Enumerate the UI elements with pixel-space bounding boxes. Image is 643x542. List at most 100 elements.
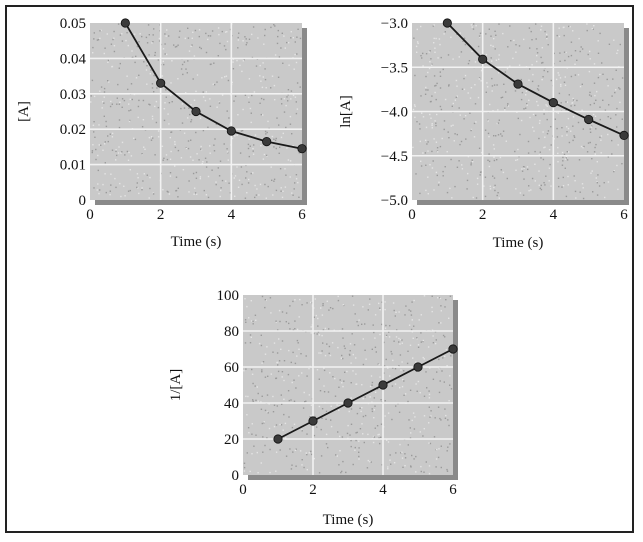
texture-dot	[287, 373, 290, 376]
x-tick-label: 4	[228, 207, 236, 223]
texture-dot	[602, 99, 604, 101]
texture-dot	[541, 62, 543, 64]
texture-dot	[127, 190, 130, 192]
texture-dot	[446, 365, 448, 367]
texture-dot	[417, 380, 420, 383]
texture-dot	[379, 333, 381, 336]
texture-dot	[490, 35, 492, 37]
texture-dot	[563, 34, 565, 37]
texture-dot	[262, 158, 265, 160]
texture-dot	[444, 98, 447, 101]
texture-dot	[560, 102, 562, 104]
texture-dot	[105, 125, 108, 128]
texture-dot	[395, 405, 397, 407]
texture-dot	[199, 177, 201, 180]
texture-dot	[121, 106, 123, 108]
texture-dot	[449, 295, 452, 297]
texture-dot	[301, 429, 303, 431]
texture-dot	[444, 306, 446, 308]
texture-dot	[251, 94, 253, 97]
texture-dot	[292, 329, 295, 331]
texture-dot	[229, 124, 231, 126]
texture-dot	[264, 353, 267, 355]
texture-dot	[340, 471, 342, 474]
texture-dot	[612, 78, 614, 80]
texture-dot	[144, 148, 146, 150]
texture-dot	[425, 126, 428, 129]
texture-dot	[286, 41, 288, 44]
x-tick-label: 2	[157, 207, 165, 223]
texture-dot	[268, 403, 270, 405]
texture-dot	[558, 185, 560, 188]
texture-dot	[148, 103, 150, 105]
texture-dot	[205, 91, 207, 93]
texture-dot	[124, 154, 126, 156]
texture-dot	[192, 172, 195, 175]
texture-dot	[399, 354, 402, 356]
texture-dot	[150, 69, 152, 71]
texture-dot	[527, 168, 529, 171]
texture-dot	[316, 369, 319, 371]
texture-dot	[383, 341, 385, 344]
texture-dot	[165, 35, 167, 37]
texture-dot	[429, 442, 432, 445]
texture-dot	[264, 409, 267, 412]
texture-dot	[600, 152, 602, 154]
texture-dot	[182, 73, 184, 76]
texture-dot	[228, 117, 230, 119]
texture-dot	[540, 157, 542, 159]
texture-dot	[371, 348, 373, 350]
texture-dot	[306, 453, 308, 456]
texture-dot	[350, 408, 353, 410]
texture-dot	[434, 417, 436, 419]
texture-dot	[287, 42, 290, 44]
texture-dot	[392, 359, 394, 362]
texture-dot	[542, 61, 544, 64]
texture-dot	[543, 182, 545, 184]
texture-dot	[367, 433, 369, 436]
texture-dot	[232, 61, 234, 63]
texture-dot	[266, 346, 268, 348]
texture-dot	[437, 184, 440, 186]
texture-dot	[497, 109, 499, 111]
texture-dot	[473, 23, 475, 25]
texture-dot	[102, 149, 104, 151]
texture-dot	[252, 150, 254, 152]
texture-dot	[546, 33, 548, 36]
texture-dot	[369, 396, 371, 398]
texture-dot	[186, 72, 188, 74]
texture-dot	[504, 107, 506, 109]
texture-dot	[324, 354, 327, 357]
texture-dot	[543, 69, 545, 72]
texture-dot	[573, 99, 576, 102]
texture-dot	[338, 405, 340, 407]
data-point	[619, 130, 629, 140]
texture-dot	[341, 382, 343, 384]
texture-dot	[264, 78, 267, 81]
texture-dot	[98, 124, 100, 126]
texture-dot	[488, 160, 491, 163]
texture-dot	[604, 196, 606, 199]
texture-dot	[116, 103, 118, 105]
texture-dot	[562, 160, 564, 162]
texture-dot	[599, 73, 601, 76]
texture-dot	[289, 176, 291, 178]
texture-dot	[196, 74, 199, 76]
texture-dot	[467, 172, 469, 175]
texture-dot	[117, 152, 120, 154]
texture-dot	[103, 96, 105, 98]
texture-dot	[535, 38, 537, 40]
texture-dot	[306, 433, 308, 435]
texture-dot	[226, 129, 228, 132]
texture-dot	[240, 166, 243, 168]
texture-dot	[179, 30, 181, 32]
texture-dot	[417, 346, 420, 348]
texture-dot	[416, 51, 418, 53]
texture-dot	[263, 422, 265, 424]
texture-dot	[425, 139, 427, 141]
texture-dot	[473, 122, 476, 125]
texture-dot	[545, 175, 547, 177]
texture-dot	[264, 299, 267, 301]
texture-dot	[504, 71, 507, 73]
texture-dot	[276, 117, 278, 119]
